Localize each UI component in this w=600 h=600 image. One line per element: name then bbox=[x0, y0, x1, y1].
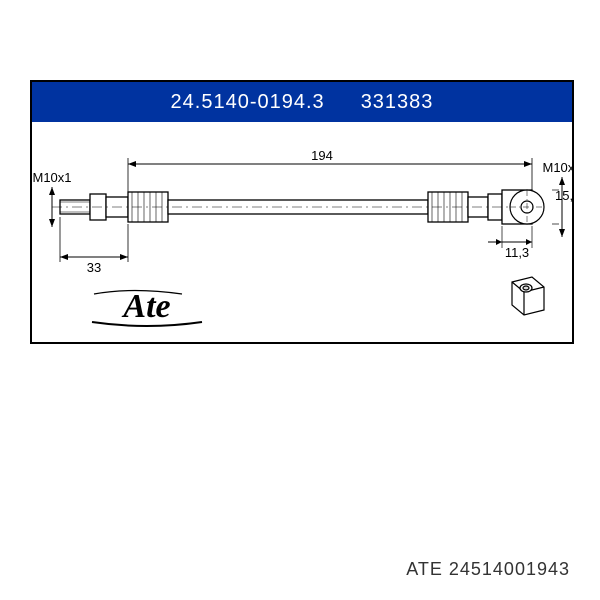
drawing-area: 194 M10x1 M10x1 bbox=[32, 122, 572, 342]
ate-logo: Ate bbox=[92, 288, 202, 326]
right-thread-label: M10x1 bbox=[542, 160, 572, 175]
left-thread-label: M10x1 bbox=[32, 170, 71, 185]
nut-iso-view bbox=[512, 277, 544, 315]
alt-number: 331383 bbox=[361, 91, 434, 114]
dim-nut-width: 11,3 bbox=[488, 226, 532, 260]
dim-overall-label: 194 bbox=[311, 148, 333, 163]
technical-drawing: 194 M10x1 M10x1 bbox=[32, 122, 572, 342]
diagram-container: 24.5140-0194.3 331383 194 M10x1 bbox=[30, 80, 574, 344]
outer-label: 15,5 bbox=[555, 188, 572, 203]
footer: ATE 24514001943 bbox=[406, 559, 570, 580]
left-fitting-label: 33 bbox=[87, 260, 101, 275]
dim-left-fitting: 33 bbox=[60, 217, 128, 275]
nut-width-label: 11,3 bbox=[505, 245, 529, 260]
part-number: 24.5140-0194.3 bbox=[171, 91, 325, 114]
header-bar: 24.5140-0194.3 331383 bbox=[32, 82, 572, 122]
dim-left-thread: M10x1 bbox=[32, 170, 71, 227]
svg-text:Ate: Ate bbox=[121, 288, 170, 325]
footer-code: 24514001943 bbox=[449, 559, 570, 579]
end-face-view bbox=[510, 190, 544, 224]
footer-brand: ATE bbox=[406, 559, 443, 579]
